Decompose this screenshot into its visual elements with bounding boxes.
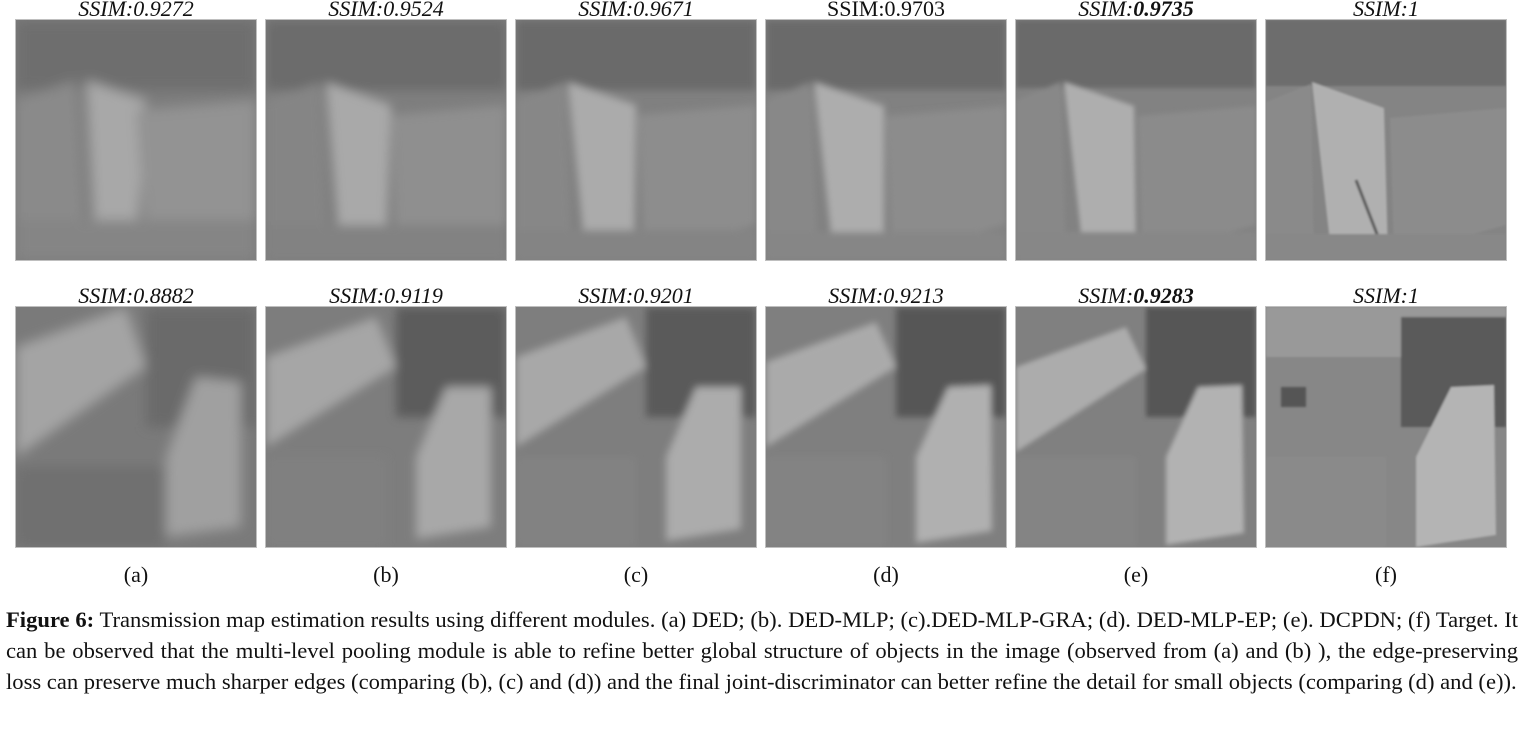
ssim-label-row2-f: SSIM:1 xyxy=(1353,283,1419,308)
subfigure-label-f: (f) xyxy=(1375,562,1397,587)
ssim-label-row2-e: SSIM:0.9283 xyxy=(1078,283,1194,308)
transmission-map-row1-c xyxy=(516,20,756,260)
figure-caption-text: Transmission map estimation results usin… xyxy=(6,607,1519,694)
transmission-map-row2-c xyxy=(516,307,756,547)
ssim-label-row2-b: SSIM:0.9119 xyxy=(329,283,443,308)
transmission-map-row1-f xyxy=(1266,20,1506,260)
transmission-map-row2-f xyxy=(1266,307,1506,547)
subfigure-label-d: (d) xyxy=(873,562,899,587)
transmission-map-row1-b xyxy=(266,20,506,260)
subfigure-label-c: (c) xyxy=(623,562,649,587)
transmission-map-row1-a xyxy=(16,20,256,260)
ssim-label-row1-e: SSIM:0.9735 xyxy=(1078,0,1194,21)
ssim-label-row2-c: SSIM:0.9201 xyxy=(578,283,694,308)
ssim-label-row1-b: SSIM:0.9524 xyxy=(328,0,444,21)
transmission-map-row2-e xyxy=(1016,307,1256,547)
transmission-map-row2-a xyxy=(16,307,256,547)
figure-caption-label: Figure 6: xyxy=(6,607,95,632)
subfigure-label-e: (e) xyxy=(1123,562,1149,587)
transmission-map-row1-d xyxy=(766,20,1006,260)
ssim-label-row2-a: SSIM:0.8882 xyxy=(78,283,194,308)
subfigure-label-b: (b) xyxy=(373,562,399,587)
transmission-map-row2-b xyxy=(266,307,506,547)
transmission-map-row2-d xyxy=(766,307,1006,547)
figure-caption: Figure 6: Transmission map estimation re… xyxy=(6,604,1518,697)
transmission-map-row1-e xyxy=(1016,20,1256,260)
ssim-label-row1-a: SSIM:0.9272 xyxy=(78,0,194,21)
ssim-label-row2-d: SSIM:0.9213 xyxy=(828,283,944,308)
ssim-label-row1-c: SSIM:0.9671 xyxy=(578,0,694,21)
ssim-label-row1-f: SSIM:1 xyxy=(1353,0,1419,21)
subfigure-label-a: (a) xyxy=(123,562,149,587)
ssim-label-row1-d: SSIM:0.9703 xyxy=(827,0,945,21)
